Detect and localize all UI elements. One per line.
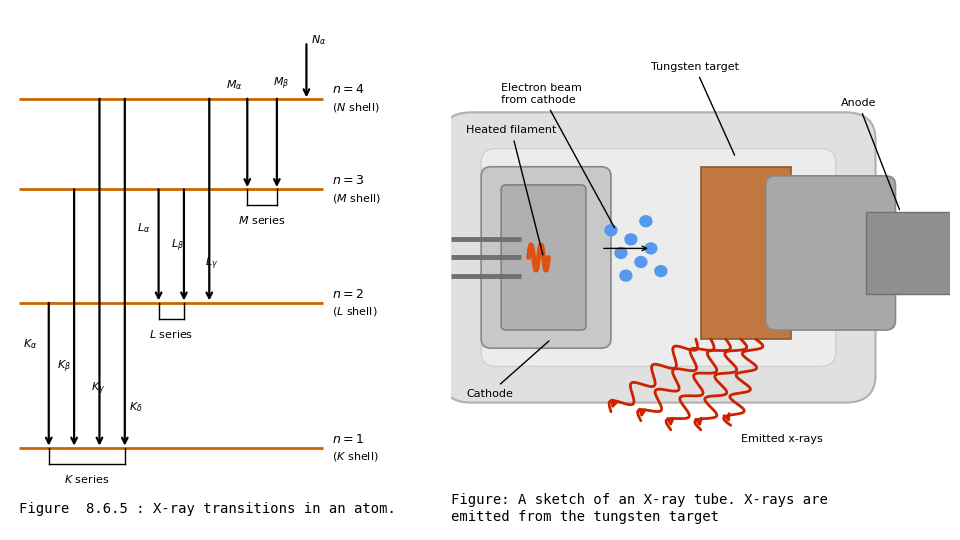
- Text: Figure: A sketch of an X-ray tube. X-rays are
emitted from the tungsten target: Figure: A sketch of an X-ray tube. X-ray…: [451, 494, 828, 524]
- Circle shape: [625, 234, 636, 245]
- Circle shape: [640, 216, 652, 227]
- Text: $n=1$: $n=1$: [332, 433, 364, 446]
- Text: $L_\alpha$: $L_\alpha$: [137, 221, 151, 235]
- Text: $n = 3$: $n = 3$: [332, 174, 364, 187]
- Text: $K_\delta$: $K_\delta$: [129, 400, 143, 414]
- FancyBboxPatch shape: [701, 167, 791, 339]
- Text: $(K\ \mathrm{shell})$: $(K\ \mathrm{shell})$: [332, 450, 378, 463]
- Text: $N_\alpha$: $N_\alpha$: [311, 33, 326, 46]
- Text: $K_\beta$: $K_\beta$: [58, 358, 71, 375]
- Text: Emitted x-rays: Emitted x-rays: [741, 434, 823, 444]
- Text: $(N\ \mathrm{shell})$: $(N\ \mathrm{shell})$: [332, 101, 379, 114]
- Text: Electron beam
from cathode: Electron beam from cathode: [501, 83, 614, 228]
- Text: $K_\gamma$: $K_\gamma$: [91, 381, 106, 397]
- Text: Tungsten target: Tungsten target: [651, 62, 739, 155]
- Text: $n = 2$: $n = 2$: [332, 288, 364, 301]
- Text: $(L\ \mathrm{shell})$: $(L\ \mathrm{shell})$: [332, 305, 377, 318]
- Bar: [866, 212, 950, 294]
- Text: Anode: Anode: [841, 98, 900, 210]
- Text: Heated filament: Heated filament: [467, 125, 557, 255]
- Text: $K\ \mathrm{series}$: $K\ \mathrm{series}$: [64, 473, 109, 485]
- Circle shape: [615, 247, 627, 258]
- Text: Cathode: Cathode: [467, 341, 549, 399]
- Text: $M_\beta$: $M_\beta$: [273, 76, 289, 92]
- Circle shape: [620, 270, 632, 281]
- FancyBboxPatch shape: [442, 112, 876, 403]
- Text: $n = 4$: $n = 4$: [332, 84, 364, 97]
- Text: $M\ \mathrm{series}$: $M\ \mathrm{series}$: [238, 214, 286, 226]
- Text: $K_\alpha$: $K_\alpha$: [23, 337, 37, 350]
- Text: $L_\beta$: $L_\beta$: [171, 238, 184, 254]
- Circle shape: [635, 256, 647, 267]
- FancyBboxPatch shape: [766, 176, 896, 330]
- Circle shape: [655, 266, 667, 276]
- FancyBboxPatch shape: [481, 148, 835, 366]
- Text: $(M\ \mathrm{shell})$: $(M\ \mathrm{shell})$: [332, 192, 380, 205]
- Text: $M_\alpha$: $M_\alpha$: [227, 78, 243, 92]
- FancyBboxPatch shape: [481, 167, 611, 348]
- Circle shape: [605, 225, 617, 235]
- Text: $L_\gamma$: $L_\gamma$: [205, 256, 218, 273]
- Text: $L\ \mathrm{series}$: $L\ \mathrm{series}$: [149, 328, 193, 340]
- Text: Figure  8.6.5 : X-ray transitions in an atom.: Figure 8.6.5 : X-ray transitions in an a…: [19, 502, 396, 516]
- Circle shape: [645, 243, 657, 254]
- FancyBboxPatch shape: [501, 185, 586, 330]
